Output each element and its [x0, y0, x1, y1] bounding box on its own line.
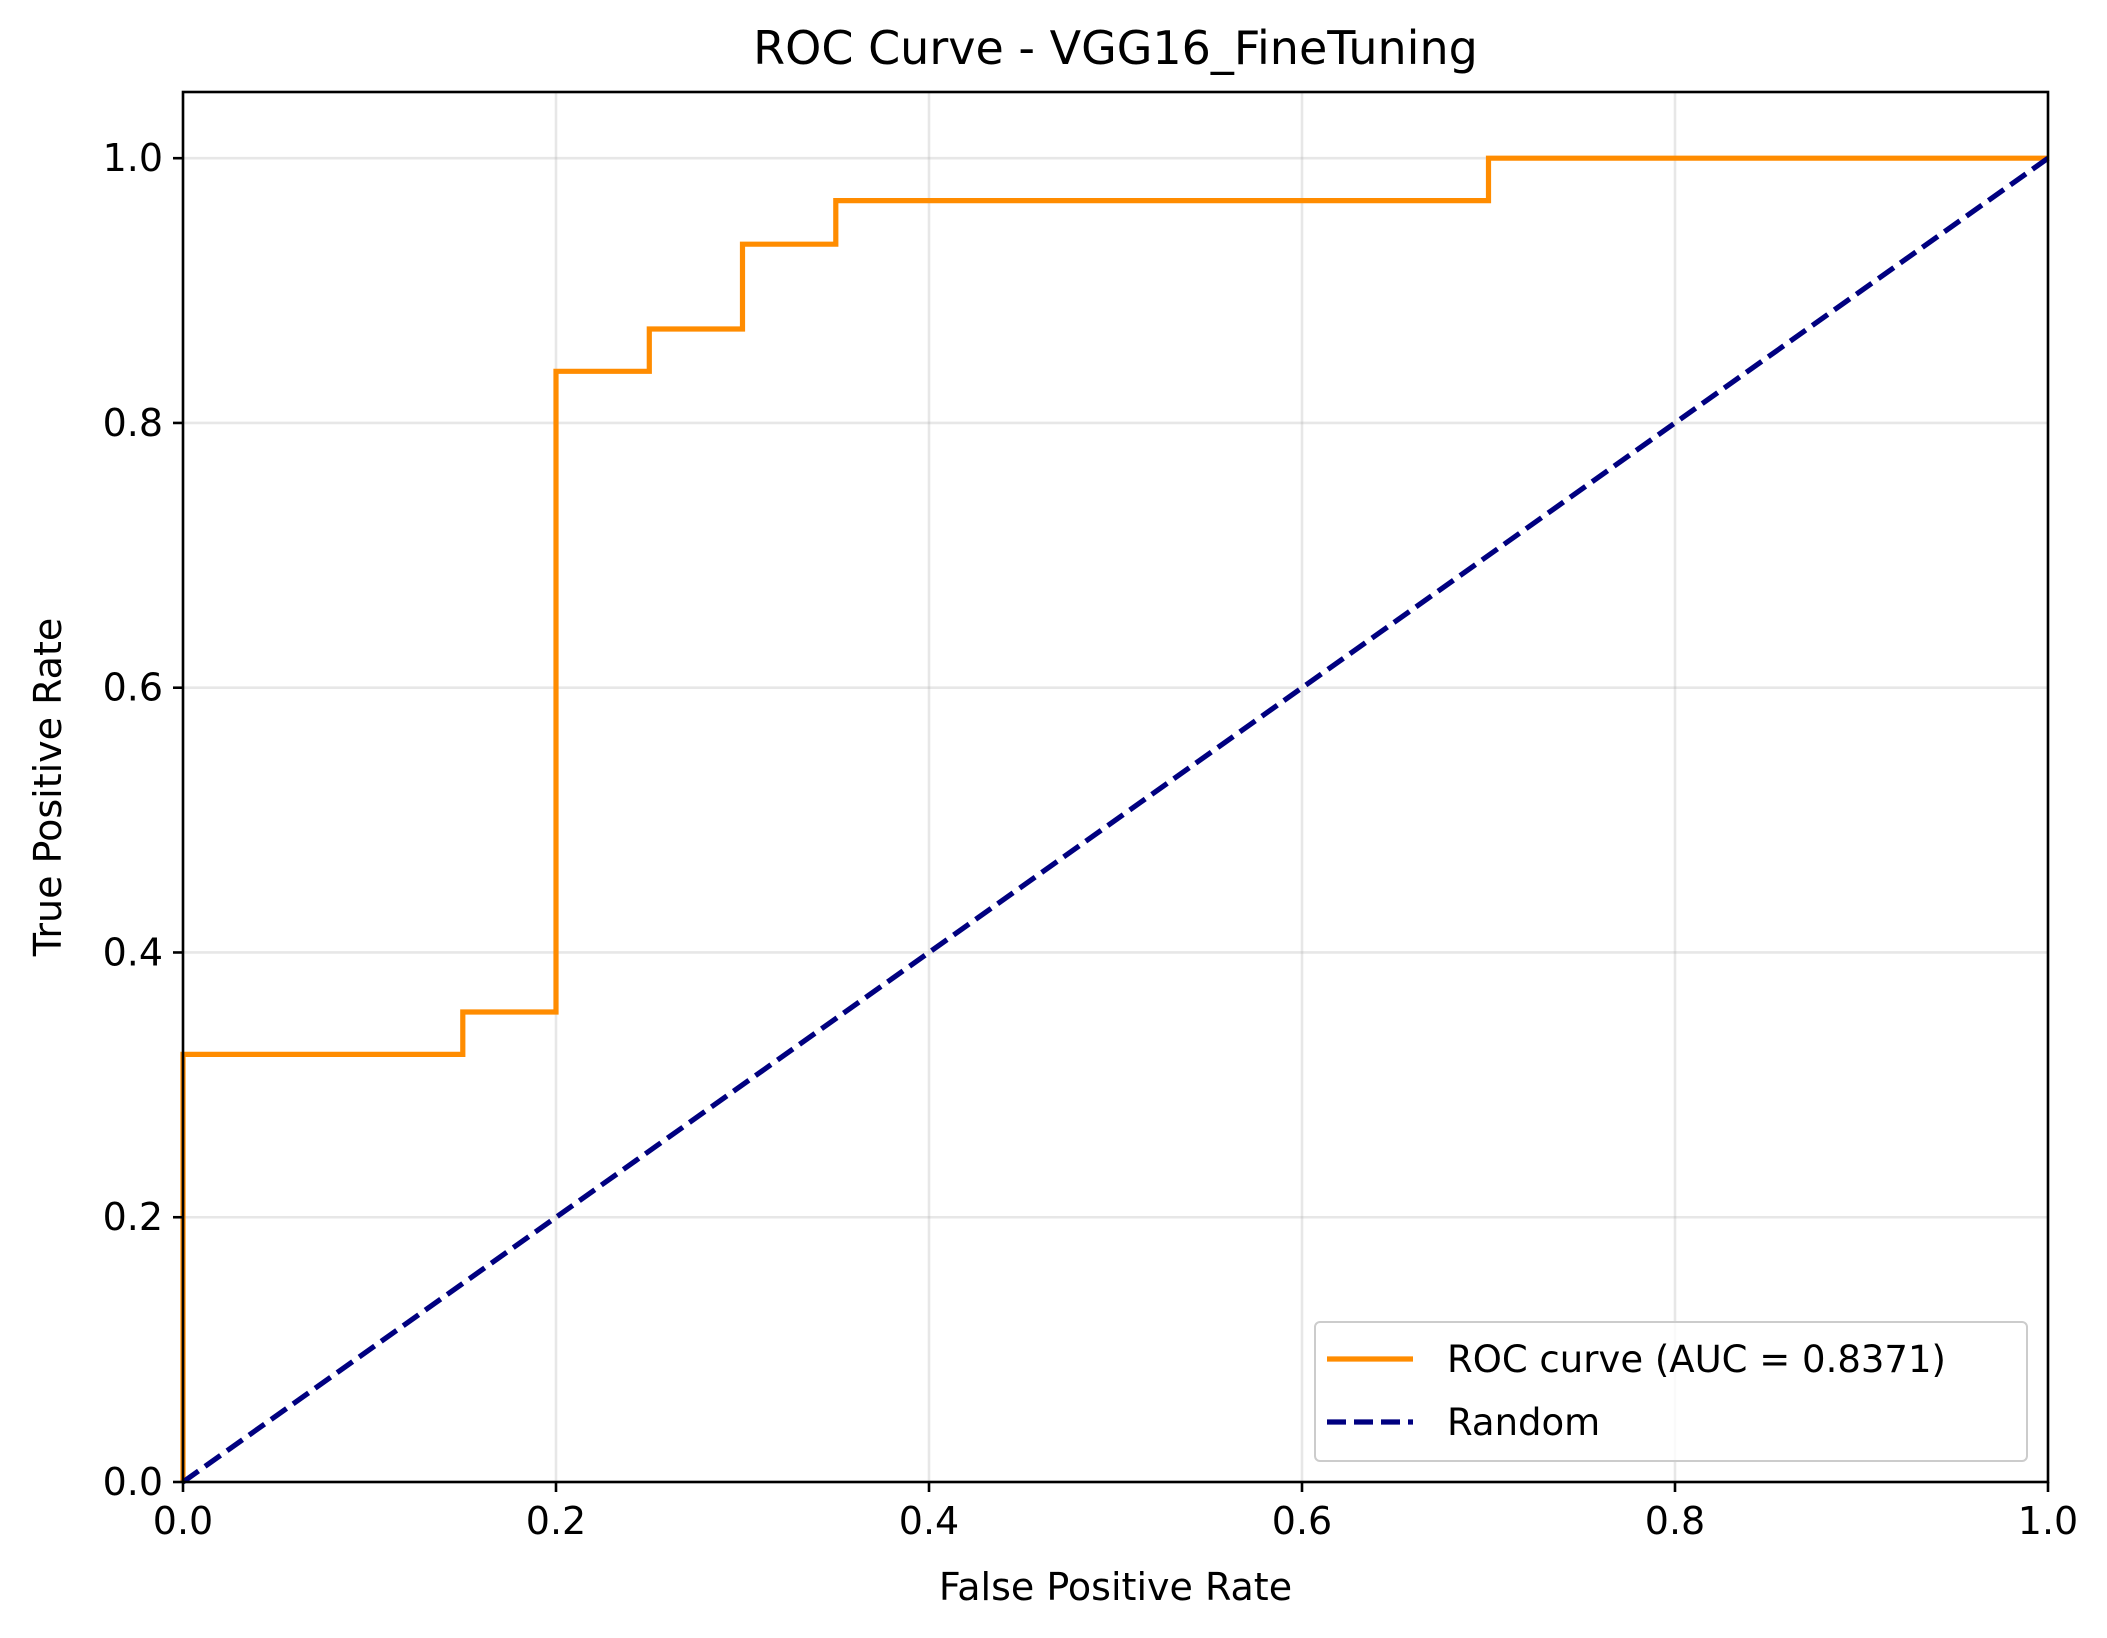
y-tick-label: 0.2	[103, 1195, 163, 1239]
plot-frame	[181, 90, 2050, 1484]
x-tick-label: 0.0	[153, 1499, 213, 1543]
y-tick-label: 0.4	[103, 930, 163, 974]
y-tick-label: 0.6	[103, 666, 163, 710]
ticks: 0.0 0.2 0.4 0.6 0.8 1.0 0.0 0.2 0.4 0.6 0.8 1.0	[103, 136, 2079, 1543]
x-tick-label: 1.0	[2018, 1499, 2078, 1543]
x-tick-label: 0.6	[1272, 1499, 1332, 1543]
x-tick-label: 0.4	[899, 1499, 959, 1543]
y-tick-label: 0.0	[103, 1460, 163, 1504]
y-tick-label: 0.8	[103, 401, 163, 445]
y-axis-label: True Positive Rate	[26, 618, 70, 958]
legend-label-roc: ROC curve (AUC = 0.8371)	[1447, 1338, 1946, 1381]
x-tick-label: 0.2	[526, 1499, 586, 1543]
random-baseline-line	[181, 156, 2050, 1485]
x-axis-label: False Positive Rate	[939, 1565, 1292, 1609]
legend: ROC curve (AUC = 0.8371) Random	[1314, 1321, 2028, 1462]
roc-curve-line	[180, 155, 2048, 1482]
x-tick-label: 0.8	[1645, 1499, 1705, 1543]
legend-box	[1314, 1321, 2028, 1462]
legend-label-random: Random	[1447, 1401, 1600, 1444]
series-layer	[180, 155, 2050, 1485]
chart-title: ROC Curve - VGG16_FineTuning	[753, 21, 1478, 75]
y-tick-label: 1.0	[103, 136, 163, 180]
